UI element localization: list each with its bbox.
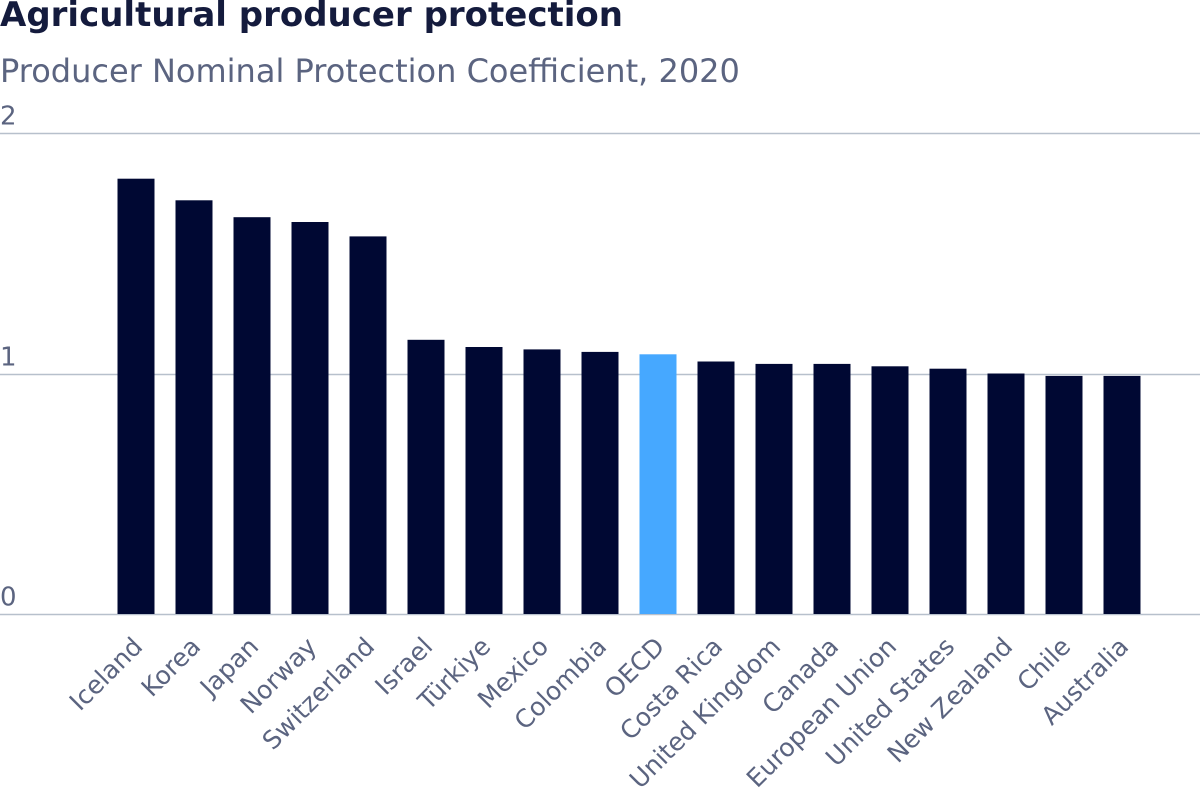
x-tick-label: Korea <box>136 632 207 703</box>
bar-t-rkiye <box>465 347 503 614</box>
bar-united-states <box>929 368 967 614</box>
x-axis-labels: IcelandKoreaJapanNorwaySwitzerlandIsrael… <box>64 632 1134 795</box>
bar-iceland <box>117 178 155 614</box>
y-tick-label: 2 <box>0 102 17 132</box>
bar-korea <box>175 200 213 615</box>
bar-australia <box>1103 375 1141 614</box>
y-tick-label: 0 <box>0 583 17 613</box>
bar-israel <box>407 339 445 614</box>
bar-chile <box>1045 375 1083 614</box>
y-axis-ticks: 0 1 2 <box>0 102 17 613</box>
chart-title: Agricultural producer protection <box>0 0 623 35</box>
bar-colombia <box>581 351 619 614</box>
bar-norway <box>291 222 329 614</box>
bar-european-union <box>871 366 909 614</box>
bar-new-zealand <box>987 373 1025 614</box>
y-tick-label: 1 <box>0 343 17 373</box>
bars <box>117 178 1141 615</box>
bar-switzerland <box>349 236 387 614</box>
x-tick-label: Iceland <box>64 632 148 716</box>
bar-japan <box>233 217 271 614</box>
bar-mexico <box>523 349 561 614</box>
bar-oecd <box>639 354 677 614</box>
chart-subtitle: Producer Nominal Protection Coefficient,… <box>0 52 740 90</box>
bar-united-kingdom <box>755 363 793 614</box>
bar-costa-rica <box>697 361 735 614</box>
bar-canada <box>813 363 851 614</box>
